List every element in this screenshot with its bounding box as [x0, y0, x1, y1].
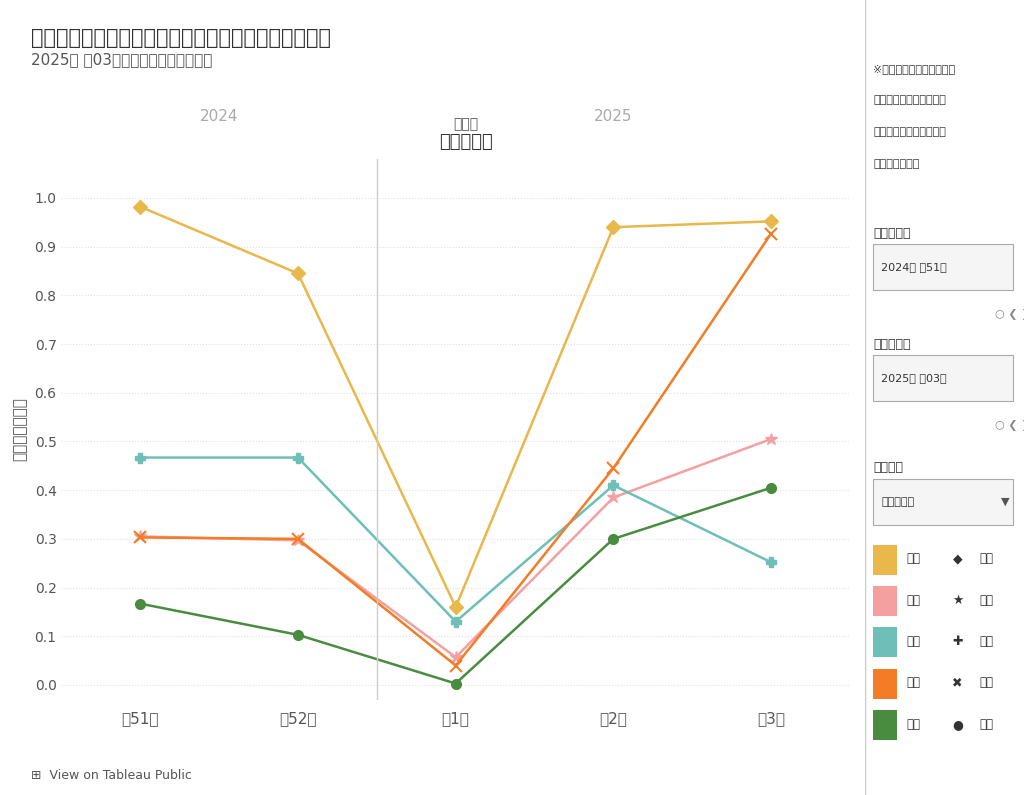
Text: ✚: ✚	[952, 635, 963, 648]
Text: 全県: 全県	[980, 594, 993, 607]
Bar	[873, 586, 897, 616]
Text: ⊞  View on Tableau Public: ⊞ View on Tableau Public	[31, 769, 191, 781]
Text: 定点把握の対象となる５類感染症（週報対象のもの）: 定点把握の対象となる５類感染症（週報対象のもの）	[31, 28, 331, 48]
Text: 伝染性紅斑: 伝染性紅斑	[439, 133, 493, 151]
Text: ▼: ▼	[1000, 497, 1010, 506]
Text: 2025年 第03週までのデータに基づく: 2025年 第03週までのデータに基づく	[31, 52, 212, 67]
Bar	[873, 545, 897, 575]
Text: ◆: ◆	[952, 553, 963, 565]
Text: 全国: 全国	[906, 553, 921, 565]
Text: ○ ❮ ❯: ○ ❮ ❯	[995, 308, 1024, 320]
Bar	[873, 627, 897, 657]
Text: 東部: 東部	[906, 635, 921, 648]
Text: 中部: 中部	[906, 677, 921, 689]
Text: 以下のスライダーで選択: 以下のスライダーで選択	[873, 95, 946, 106]
Text: ※表示したい年週の期間を: ※表示したい年週の期間を	[873, 64, 955, 74]
Bar	[873, 710, 897, 740]
Text: ★: ★	[951, 594, 963, 607]
Bar	[873, 479, 1013, 525]
Text: 2024: 2024	[200, 109, 239, 124]
Text: ✖: ✖	[952, 677, 963, 689]
Text: ●: ●	[952, 718, 963, 731]
Text: 東部: 東部	[980, 635, 993, 648]
Text: 2024年 第51週: 2024年 第51週	[881, 262, 947, 272]
Text: 開始週選択: 開始週選択	[873, 227, 910, 239]
Bar	[873, 669, 897, 699]
Text: 小児科: 小児科	[454, 117, 478, 131]
Text: できます（初期表示は直: できます（初期表示は直	[873, 127, 946, 138]
Text: 2025年 第03週: 2025年 第03週	[881, 374, 947, 383]
Text: 伝染性紅斑: 伝染性紅斑	[881, 497, 914, 506]
Text: 西部: 西部	[906, 718, 921, 731]
Text: 西部: 西部	[980, 718, 993, 731]
Bar	[873, 355, 1013, 401]
Text: 感染症名: 感染症名	[873, 461, 903, 474]
Text: 終了週選択: 終了週選択	[873, 338, 910, 351]
Text: 全国: 全国	[980, 553, 993, 565]
Text: ○ ❮ ❯: ○ ❮ ❯	[995, 420, 1024, 431]
Y-axis label: 定点当り患者数: 定点当り患者数	[12, 398, 28, 461]
Bar	[873, 244, 1013, 290]
Text: 全県: 全県	[906, 594, 921, 607]
Text: 中部: 中部	[980, 677, 993, 689]
Text: 2025: 2025	[594, 109, 633, 124]
Text: 近５週間です）: 近５週間です）	[873, 159, 920, 169]
